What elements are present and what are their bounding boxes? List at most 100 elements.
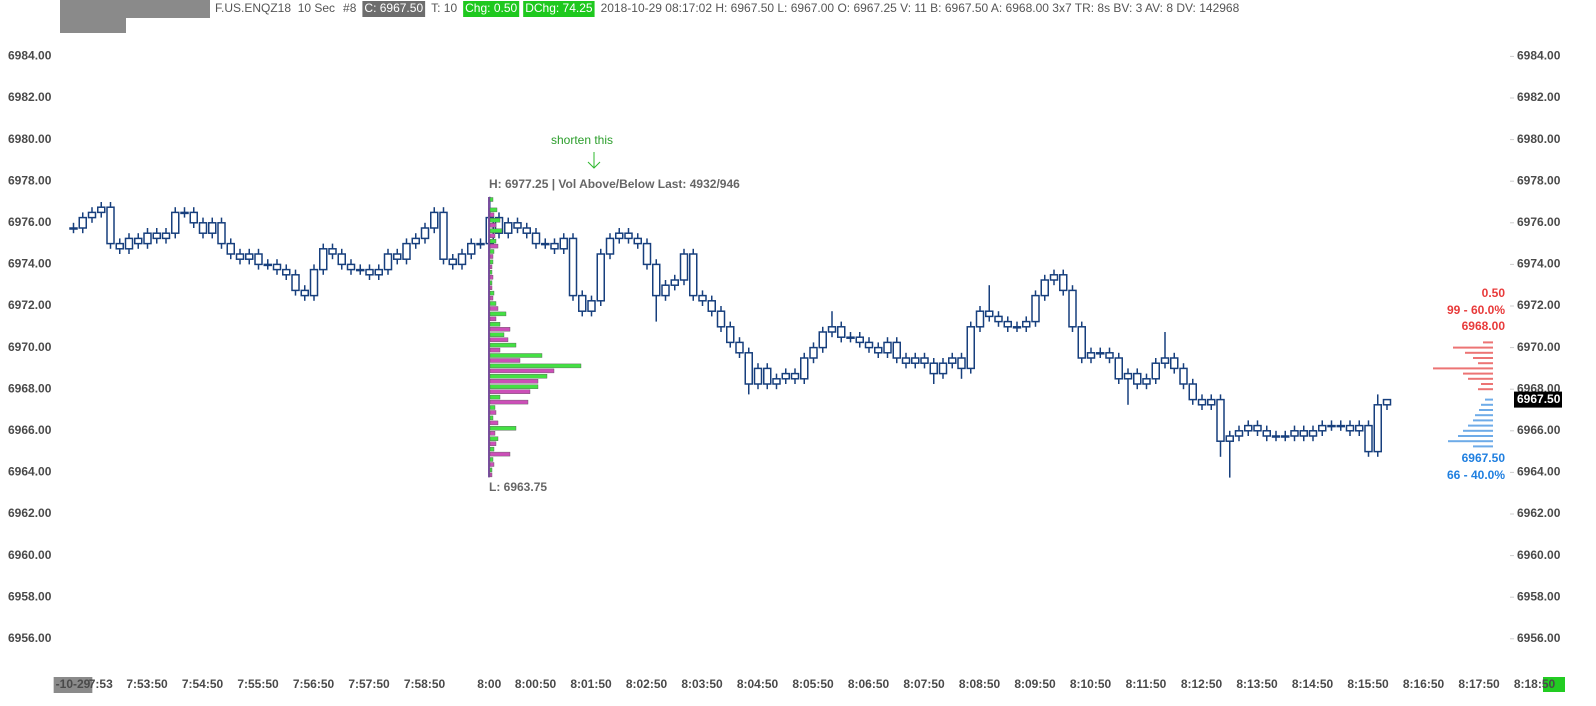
y-tick-label: 6958.00 [8,589,52,603]
y-tick-label-right: 6964.00 [1517,465,1561,479]
candle-body [457,253,467,266]
profile-bar-green [489,467,493,473]
candle-body [1318,424,1327,432]
header-block [60,18,126,33]
x-tick-label: 8:10:50 [1070,677,1112,691]
candle-body [1003,320,1012,328]
profile-bar-pink [489,223,497,228]
candle-body [827,326,837,333]
ask-depth-bar [1453,346,1493,349]
ask-depth-bar [1468,377,1493,380]
profile-bar-pink [489,389,531,394]
profile-bar-green [489,342,517,348]
candle-body [679,253,689,281]
candle-body [587,300,596,312]
candle-body [975,310,985,328]
profile-bar-pink [489,379,539,384]
y-tick-label: 6964.00 [8,465,52,479]
y-tick-label-right: 6980.00 [1517,132,1561,146]
candle-body [642,242,652,266]
candle-body [763,367,772,385]
candle-body [753,367,763,385]
ask-summary: 6968.00 [1462,319,1506,333]
y-tick-label-right: 6982.00 [1517,90,1561,104]
x-tick-label: 8:00 [477,677,501,691]
profile-bar-pink [489,327,511,332]
candle-body [1225,435,1234,442]
x-tick-label: 8:02:50 [626,677,668,691]
header-item-bg [463,1,520,17]
profile-bar-pink [489,451,511,457]
candle-body [513,222,522,229]
header-item: #8 [343,1,357,15]
x-tick-label: 8:12:50 [1181,677,1223,691]
profile-bar-green [489,426,517,431]
candle-body [689,253,698,297]
candle-body [559,237,568,250]
candle-body [467,242,476,255]
candle-body [911,357,920,364]
candle-body [698,294,707,302]
y-tick-label: 6968.00 [8,381,52,395]
y-tick-label-right: 6960.00 [1517,548,1561,562]
annotation: shorten this [551,133,613,147]
y-tick-label-right: 6972.00 [1517,298,1561,312]
profile-bar-green [489,353,543,358]
profile-bar-pink [489,275,494,280]
ask-summary: 0.50 [1482,286,1506,300]
candle-body [938,362,948,375]
profile-bar-green [489,457,494,462]
profile-bar-pink [489,337,509,342]
profile-bar-pink [489,233,496,238]
candle-body [800,357,809,380]
candle-body [633,237,642,245]
candle-body [263,263,272,267]
bid-depth-bar [1463,429,1493,432]
candle-body [1151,362,1160,380]
candle-body [198,222,208,234]
candle-body [1077,326,1086,359]
bid-depth-bar [1468,424,1493,427]
candle-body [411,237,420,245]
profile-bar-pink [489,399,529,405]
header-block [60,0,210,18]
ask-depth-bar [1483,341,1493,344]
x-tick-label: 8:05:50 [792,677,834,691]
bid-summary: 66 - 40.0% [1447,468,1505,482]
ask-summary: 99 - 60.0% [1447,303,1505,317]
y-tick-label: 6956.00 [8,631,52,645]
candle-body [864,341,874,349]
candle-body [1355,424,1364,432]
candle-body [291,274,300,292]
header-item-bg [362,1,426,17]
candle-body [1022,320,1031,328]
ask-depth-bar [1463,372,1493,375]
candle-body [402,242,411,260]
profile-bar-green [489,332,505,337]
profile-bar-pink [489,420,499,426]
profile-bar-green [489,249,495,254]
y-tick-label-right: 6966.00 [1517,423,1561,437]
candle-body [1012,326,1022,329]
ask-depth-bar [1478,388,1493,391]
profile-bar-green [489,228,503,233]
candle-body [531,232,541,245]
candle-body [1068,289,1077,328]
ask-depth-bar [1478,362,1493,365]
candle-body [87,211,97,219]
candle-body [726,326,735,344]
candle-body [985,310,994,318]
y-tick-label: 6980.00 [8,132,52,146]
candle-body [1170,357,1179,370]
y-tick-label-right: 6976.00 [1517,215,1561,229]
y-tick-label: 6978.00 [8,173,52,187]
profile-bar-green [489,394,501,400]
candle-body [568,237,578,297]
x-tick-label: 7:54:50 [182,677,224,691]
y-tick-label: 6976.00 [8,215,52,229]
profile-bar-green [489,374,548,379]
candle-body [272,263,282,271]
candle-body [1364,424,1373,453]
candle-body [1299,430,1308,437]
candle-body [966,326,975,370]
